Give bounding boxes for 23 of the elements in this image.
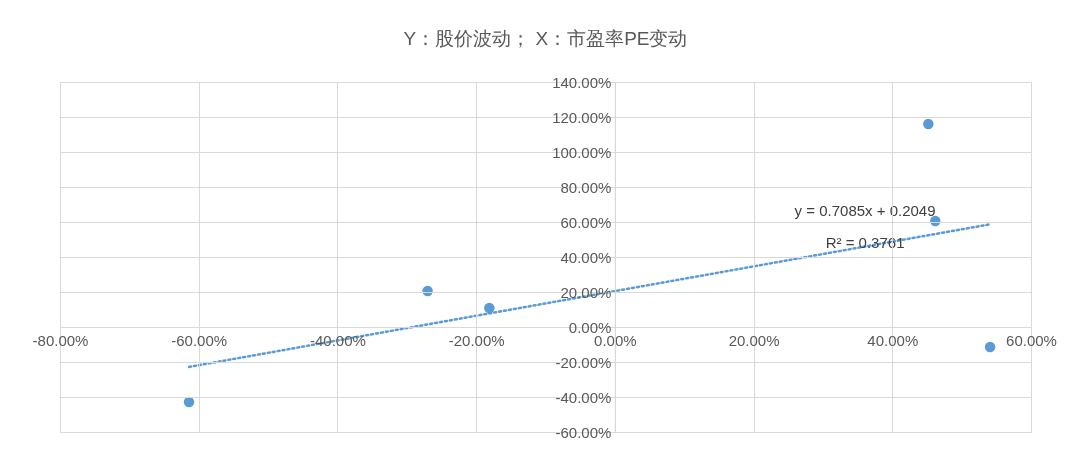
x-tick-label: -60.00% xyxy=(171,331,228,349)
annotation: y = 0.7085x + 0.2049 xyxy=(794,202,936,220)
y-tick-label: 60.00% xyxy=(560,213,612,231)
y-tick-label: 0.00% xyxy=(568,318,612,336)
point xyxy=(923,118,934,130)
point xyxy=(183,396,195,408)
y-tick-label: -60.00% xyxy=(555,423,612,441)
y-tick-label: 120.00% xyxy=(552,108,612,126)
y-tick-label: 80.00% xyxy=(560,178,612,196)
point xyxy=(984,341,996,353)
x-tick-label: 40.00% xyxy=(867,331,919,349)
y-tick-label: 140.00% xyxy=(552,73,612,91)
x-tick-label: 60.00% xyxy=(1006,331,1057,349)
y-tick-label: 100.00% xyxy=(552,143,612,161)
x-tick-label: -80.00% xyxy=(32,331,89,349)
y-tick-label: -40.00% xyxy=(555,388,612,406)
chart-title: Y：股价波动； X：市盈率PE变动 xyxy=(403,28,688,49)
x-tick-label: -20.00% xyxy=(448,331,505,349)
x-tick-label: 20.00% xyxy=(728,331,780,349)
point xyxy=(484,302,495,314)
y-tick-label: 40.00% xyxy=(560,248,612,266)
y-tick-label: -20.00% xyxy=(555,353,612,371)
y-tick-label: 20.00% xyxy=(560,283,612,301)
